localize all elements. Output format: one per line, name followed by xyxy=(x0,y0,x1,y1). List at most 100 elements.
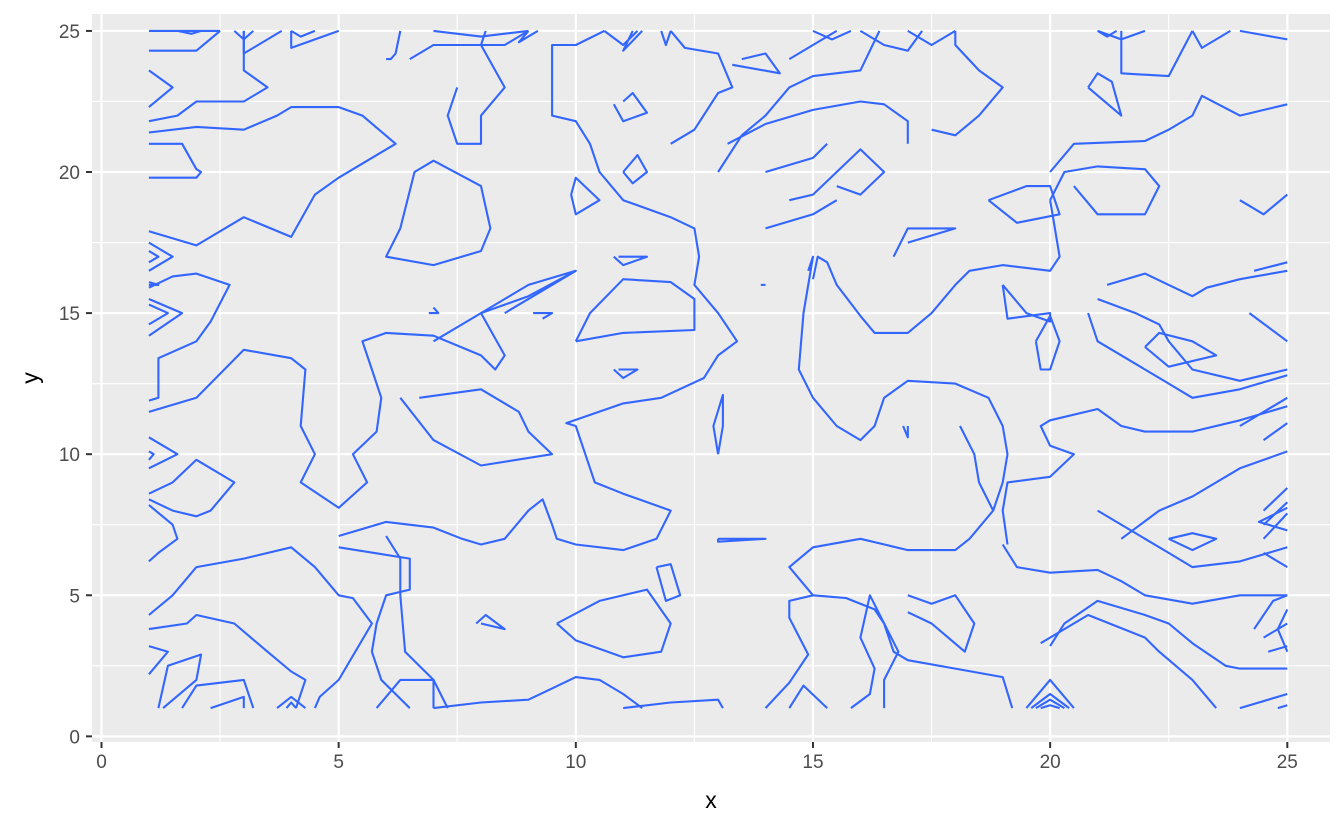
contour-line xyxy=(157,653,203,709)
contour-line xyxy=(1001,405,1288,545)
contour-line xyxy=(1087,312,1288,399)
contour-line xyxy=(177,29,202,35)
x-tick-label: 10 xyxy=(565,752,586,773)
contour-line xyxy=(859,29,923,52)
contour-line xyxy=(907,29,956,47)
contour-line xyxy=(1049,599,1288,670)
contour-line xyxy=(479,29,529,47)
x-axis: 0 5 10 15 20 25 xyxy=(96,742,1298,773)
contour-line xyxy=(432,269,577,343)
y-tick-label: 0 xyxy=(69,727,80,748)
contour-line xyxy=(386,30,402,61)
y-axis: 0 5 10 15 20 25 xyxy=(59,22,92,748)
contour-line xyxy=(1262,487,1289,512)
contour-line xyxy=(148,436,179,470)
contour-line xyxy=(660,30,672,47)
contour-lines xyxy=(148,29,1289,710)
contour-line xyxy=(1040,613,1218,709)
y-tick-label: 25 xyxy=(59,22,80,43)
contour-line xyxy=(764,594,814,709)
contour-line xyxy=(907,594,976,653)
contour-line xyxy=(1239,193,1288,216)
contour-line xyxy=(409,43,506,145)
contour-line xyxy=(148,303,169,326)
contour-line xyxy=(1262,422,1288,441)
contour-line xyxy=(148,30,221,52)
contour-line xyxy=(148,450,155,461)
contour-line xyxy=(1120,450,1288,540)
contour-line xyxy=(622,154,649,185)
contour-line xyxy=(290,29,340,49)
contour-line xyxy=(475,613,506,631)
minor-gridlines xyxy=(92,14,1330,742)
contour-line xyxy=(428,306,440,315)
contour-line xyxy=(812,594,1014,709)
contour-line xyxy=(622,30,643,52)
contour-line xyxy=(1025,678,1075,709)
contour-line xyxy=(399,388,554,467)
contour-line xyxy=(1120,30,1194,78)
contour-line xyxy=(574,278,696,343)
y-tick-label: 20 xyxy=(59,163,80,184)
contour-line xyxy=(148,613,307,709)
y-tick-label: 10 xyxy=(59,445,80,466)
x-axis-title: x xyxy=(705,787,717,813)
contour-line xyxy=(1049,94,1288,173)
contour-line xyxy=(1239,396,1288,427)
contour-line xyxy=(623,698,724,710)
contour-line xyxy=(1097,509,1288,569)
contour-line xyxy=(148,241,174,272)
x-tick-label: 15 xyxy=(802,752,823,773)
contour-line xyxy=(669,30,734,145)
contour-line xyxy=(148,645,169,675)
contour-line xyxy=(612,91,649,123)
contour-line xyxy=(290,29,316,38)
contour-line xyxy=(148,272,231,402)
contour-line xyxy=(148,69,174,108)
y-axis-title: y xyxy=(17,372,43,384)
plot-panel xyxy=(92,14,1330,742)
contour-line xyxy=(1277,704,1288,710)
contour-line xyxy=(987,185,1061,224)
contour-line xyxy=(1144,331,1218,368)
y-tick-label: 15 xyxy=(59,304,80,325)
contour-line xyxy=(1030,692,1070,709)
contour-line xyxy=(1106,269,1288,298)
contour-line xyxy=(375,678,435,709)
contour-line xyxy=(385,535,449,709)
contour-line xyxy=(1049,165,1161,216)
contour-line xyxy=(1097,29,1118,38)
contour-line xyxy=(812,29,852,41)
contour-line xyxy=(433,676,643,710)
contour-line xyxy=(1239,692,1288,710)
contour-line xyxy=(902,425,909,439)
contour-line xyxy=(148,504,179,563)
contour-line xyxy=(1263,622,1288,639)
contour-line xyxy=(789,148,886,202)
contour-line xyxy=(655,563,682,602)
contour-line xyxy=(1239,29,1288,41)
contour-line xyxy=(433,29,529,38)
contour-line xyxy=(148,250,160,264)
contour-line xyxy=(533,312,554,320)
contour-line xyxy=(556,588,672,659)
contour-line xyxy=(1097,298,1288,382)
contour-line xyxy=(788,29,838,61)
contour-line xyxy=(1253,594,1288,630)
contour-line xyxy=(148,458,236,518)
contour-line xyxy=(285,701,297,709)
contour-line xyxy=(603,30,639,47)
contour-line xyxy=(276,695,307,709)
contour-line xyxy=(613,255,649,267)
contour-line xyxy=(811,200,1061,334)
contour-line xyxy=(148,106,397,247)
contour-line xyxy=(1263,551,1288,569)
contour-line xyxy=(338,546,411,709)
contour-line xyxy=(892,227,957,258)
x-tick-label: 5 xyxy=(333,752,344,773)
contour-line xyxy=(385,159,492,267)
contour-line xyxy=(1001,543,1288,605)
contour-line xyxy=(148,269,577,509)
contour-line xyxy=(148,30,269,123)
contour-line xyxy=(517,29,539,44)
